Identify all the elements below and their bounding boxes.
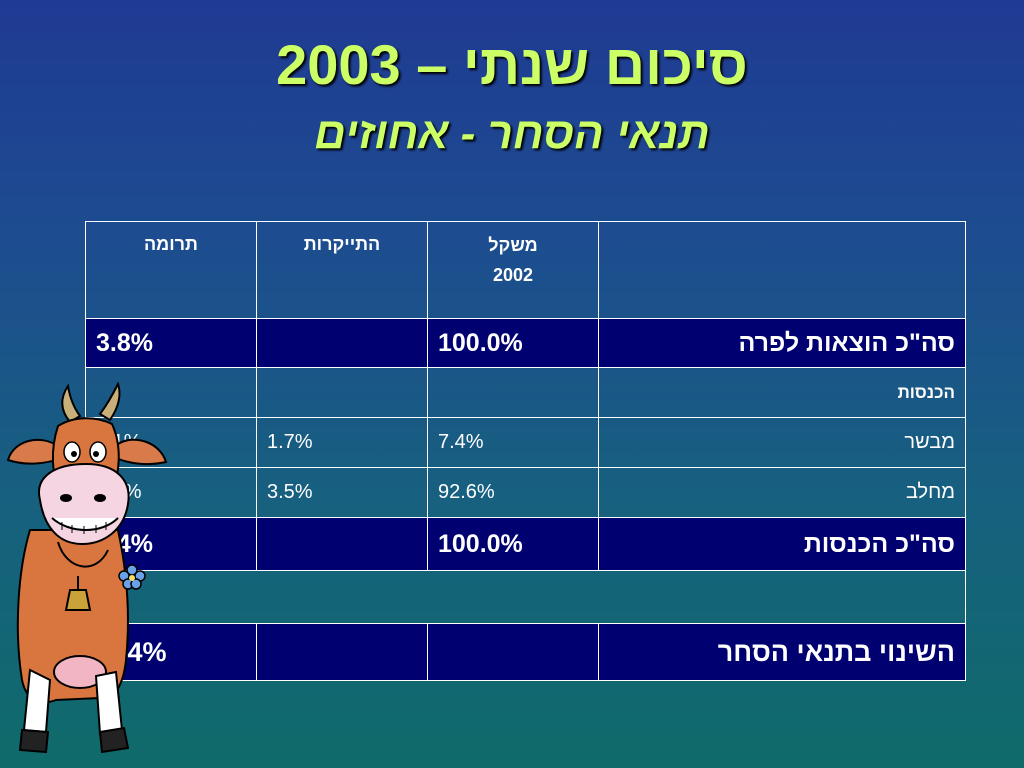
row-label: סה"כ הוצאות לפרה (598, 318, 966, 368)
row-weight: 100.0% (427, 517, 599, 571)
row-weight (427, 623, 599, 681)
header-weight-line1: משקל (488, 235, 538, 255)
header-contribution: תרומה (85, 221, 257, 319)
row-increase (256, 318, 428, 368)
cow-mouth (51, 517, 119, 531)
trade-terms-table: משקל 2002 התייקרות תרומה סה"כ הוצאות לפר… (85, 221, 966, 681)
row-contribution: 3.8% (85, 318, 257, 368)
row-label: הכנסות (598, 367, 966, 418)
slide-title: סיכום שנתי – 2003 (276, 33, 748, 96)
row-increase (256, 517, 428, 571)
cow-body (16, 529, 129, 704)
cow-bell-icon (64, 589, 92, 611)
table-row: מבשר 7.4% 1.7% 0.1% (85, 417, 966, 468)
row-label: השינוי בתנאי הסחר (598, 623, 966, 681)
spacer-cell (85, 570, 966, 624)
table-row: השינוי בתנאי הסחר -0.4% (85, 623, 966, 681)
cow-hoof-right (98, 726, 130, 754)
table-header-row: משקל 2002 התייקרות תרומה (85, 221, 966, 319)
cow-nostril-right (94, 494, 106, 502)
cow-illustration (6, 381, 168, 754)
table-row: מחלב 92.6% 3.5% 3.3% (85, 467, 966, 518)
spacer-row (85, 570, 966, 624)
row-weight: 100.0% (427, 318, 599, 368)
header-weight-line2: 2002 (492, 265, 534, 285)
row-label: מבשר (598, 417, 966, 468)
table-row: סה"כ הוצאות לפרה 100.0% 3.8% (85, 318, 966, 368)
row-weight: 7.4% (427, 417, 599, 468)
header-weight: משקל 2002 (427, 221, 599, 319)
row-increase: 3.5% (256, 467, 428, 518)
cow-udder (53, 655, 107, 689)
header-price-increase: התייקרות (256, 221, 428, 319)
cow-hoof-left (18, 728, 50, 754)
cow-ear-right (114, 438, 168, 466)
row-increase (256, 623, 428, 681)
row-increase: 1.7% (256, 417, 428, 468)
header-label-cell (598, 221, 966, 319)
cow-nostril-left (60, 494, 72, 502)
table-row: הכנסות (85, 367, 966, 418)
row-weight: 92.6% (427, 467, 599, 518)
row-weight (427, 367, 599, 418)
row-label: סה"כ הכנסות (598, 517, 966, 571)
row-label: מחלב (598, 467, 966, 518)
table-row: סה"כ הכנסות 100.0% 3.4% (85, 517, 966, 571)
cow-ear-left (6, 438, 64, 465)
slide-subtitle: תנאי הסחר - אחוזים (314, 109, 710, 158)
row-increase (256, 367, 428, 418)
cow-collar (57, 541, 109, 568)
cow-horn-right (98, 381, 121, 422)
cow-horn-left (61, 383, 82, 424)
flower-icon (118, 564, 146, 590)
